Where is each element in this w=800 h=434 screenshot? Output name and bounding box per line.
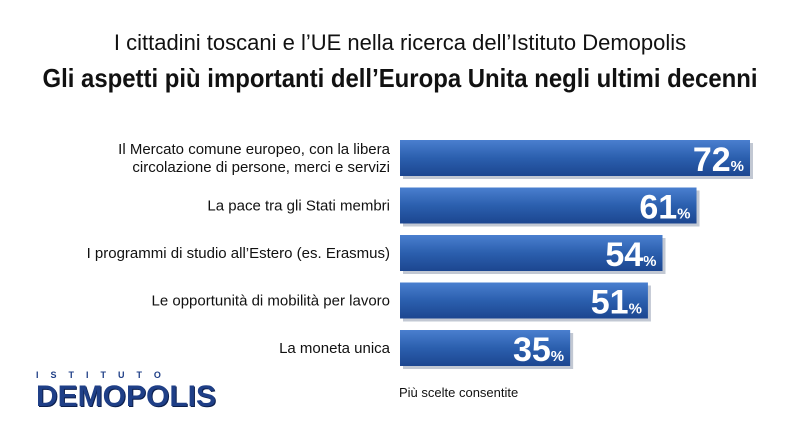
bar-2 [400,187,697,224]
chart-footnote: Più scelte consentite [399,385,519,400]
demopolis-logo: ISTITUTO DEMOPOLIS [36,370,246,414]
chart-title: Gli aspetti più importanti dell’Europa U… [42,63,758,93]
category-label-4: Le opportunità di mobilità per lavoro [152,293,390,310]
bar-4 [400,282,648,319]
value-label-1: 72% [693,141,744,179]
logo-main-text: DEMOPOLIS [36,380,217,413]
category-label-2: La pace tra gli Stati membri [207,198,390,215]
value-label-2: 61% [639,189,690,227]
logo-top-text: ISTITUTO [36,370,173,380]
category-label-1: Il Mercato comune europeo, con la libera… [118,141,390,176]
category-label-5: La moneta unica [279,340,391,357]
value-label-4: 51% [591,284,642,322]
value-label-3: 54% [605,236,656,274]
bar-1 [400,140,750,176]
bar-3 [400,235,663,271]
bar-5 [400,330,571,366]
category-label-3: I programmi di studio all’Estero (es. Er… [87,245,390,262]
value-label-5: 35% [513,331,564,369]
chart-subtitle: I cittadini toscani e l’UE nella ricerca… [113,30,687,55]
